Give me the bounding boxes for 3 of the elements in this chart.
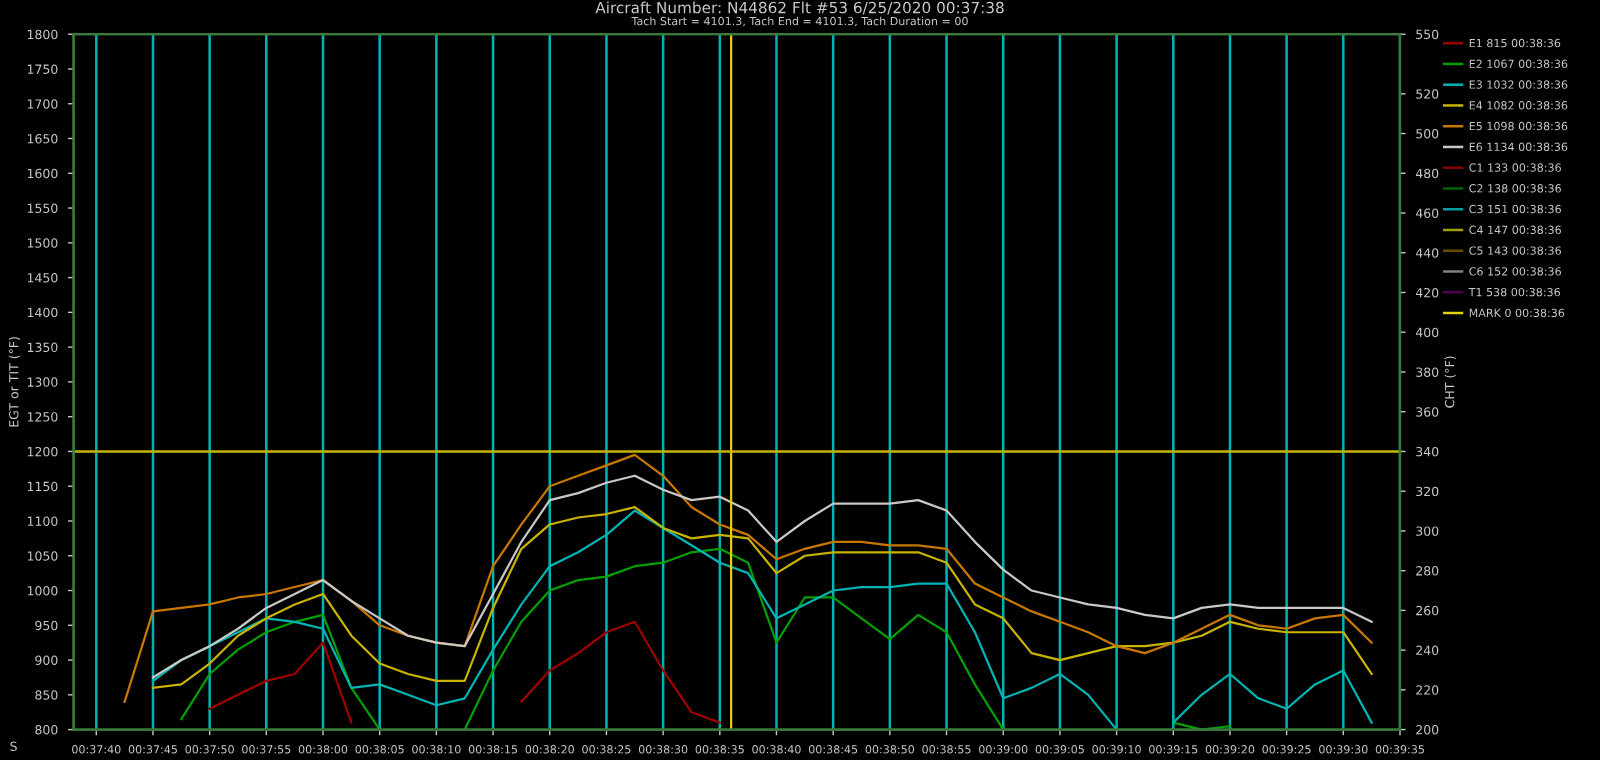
line-series xyxy=(151,505,1373,689)
line-series xyxy=(123,453,1373,703)
line-series xyxy=(151,474,1373,679)
